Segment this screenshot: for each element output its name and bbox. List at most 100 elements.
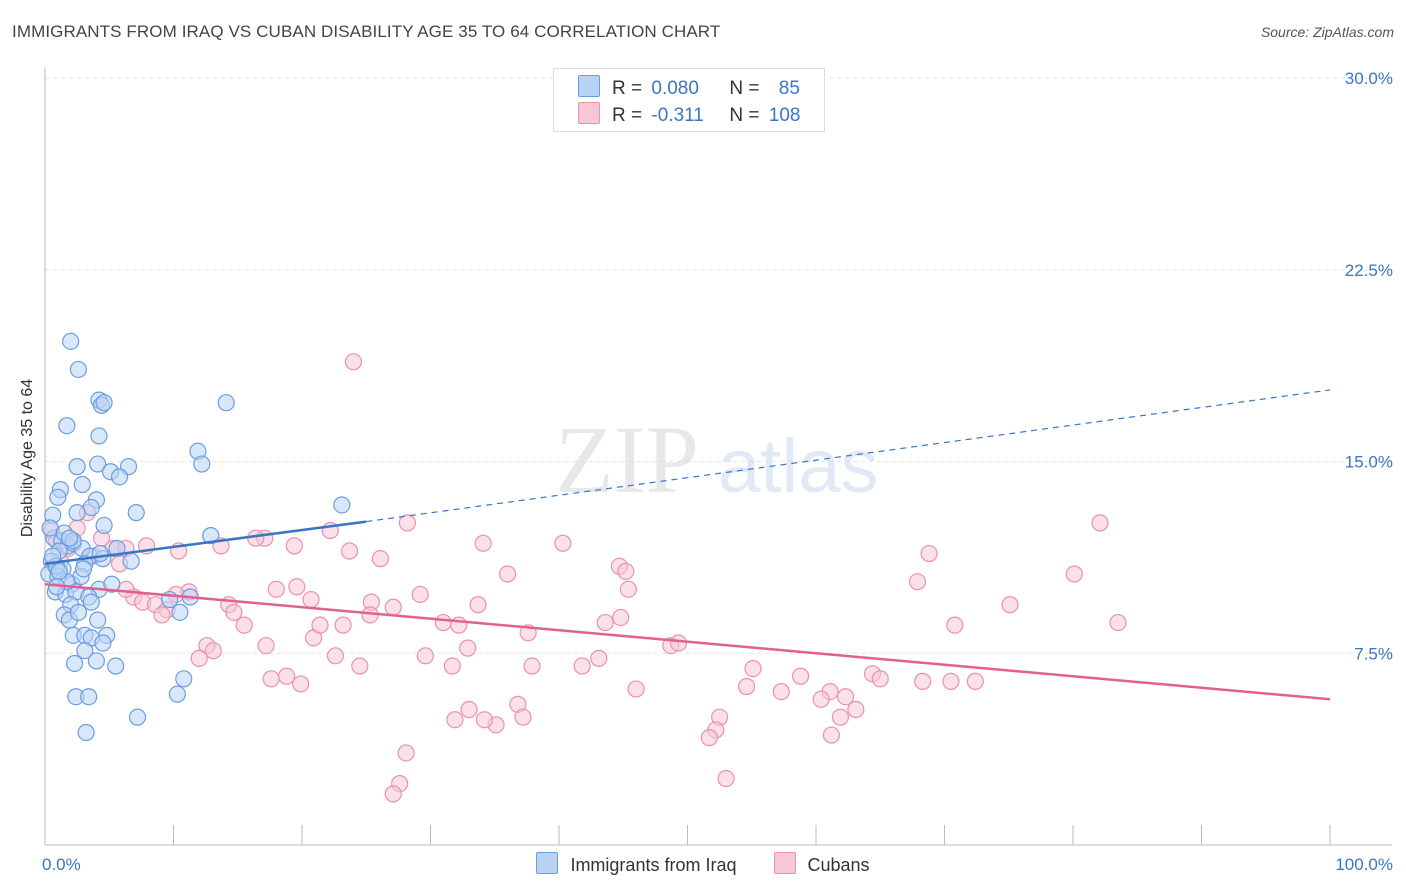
cubans-point-71	[351, 657, 369, 675]
cubans-point-45	[411, 585, 429, 604]
iraq-point-23	[333, 496, 351, 514]
iraq-point-70	[202, 527, 220, 545]
iraq-point-9	[193, 455, 211, 473]
cubans-point-106	[554, 534, 572, 552]
cubans-point-22	[499, 565, 517, 583]
correlation-legend: R = 0.080 N = 85 R = -0.311 N = 108	[553, 68, 825, 132]
chart-source: Source: ZipAtlas.com	[1260, 24, 1394, 40]
iraq-point-64	[175, 670, 193, 688]
grid-lines	[45, 77, 1392, 654]
legend-n-value-2: 108	[768, 105, 801, 126]
cubans-point-104	[153, 606, 171, 624]
iraq-point-6	[58, 417, 76, 435]
cubans-point-84	[966, 672, 984, 690]
axes	[44, 68, 1392, 846]
cubans-point-73	[277, 667, 296, 685]
iraq-point-81	[60, 529, 79, 547]
cubans-point-76	[627, 680, 645, 698]
iraq-point-20	[127, 504, 145, 522]
cubans-point-100	[397, 744, 415, 762]
cubans-point-63	[416, 647, 434, 665]
cubans-point-56	[311, 616, 329, 634]
cubans-point-58	[190, 649, 208, 667]
iraq-point-11	[89, 455, 107, 473]
iraq-point-62	[65, 654, 84, 673]
cubans-point-70	[669, 634, 688, 652]
legend-r-label-1: R =	[612, 78, 643, 99]
cubans-point-91	[514, 708, 532, 726]
legend-n-value-1: 85	[778, 78, 800, 99]
cubans-point-62	[334, 616, 352, 634]
cubans-point-0	[344, 353, 362, 371]
iraq-point-63	[107, 657, 125, 675]
iraq-point-76	[108, 539, 126, 558]
cubans-point-98	[822, 726, 841, 744]
legend-icon-iraq	[536, 852, 559, 874]
legend-label-cubans: Cubans	[807, 855, 870, 875]
legend-item-cubans[interactable]: Cubans	[773, 852, 870, 876]
iraq-point-80	[44, 547, 62, 565]
legend-swatch-blue	[578, 75, 600, 97]
iraq-point-83	[69, 603, 88, 621]
cubans-point-68	[590, 649, 608, 667]
iraq-point-7	[90, 427, 108, 445]
legend-r-value-2: -0.311	[651, 105, 704, 126]
cubans-point-81	[871, 670, 889, 688]
cubans-point-82	[914, 672, 932, 690]
watermark-zip: ZIP	[555, 406, 699, 513]
cubans-point-65	[459, 639, 477, 657]
cubans-point-24	[617, 562, 635, 581]
legend-row-cubans: R = -0.311 N = 108	[578, 102, 800, 127]
y-axis-label: Disability Age 35 to 64	[19, 379, 36, 537]
cubans-point-95	[446, 711, 464, 729]
cubans-point-29	[619, 580, 637, 598]
cubans-point-94	[475, 711, 494, 729]
tick-labels: 7.5% 15.0% 22.5% 30.0% 0.0% 100.0%	[42, 69, 1393, 874]
y-tick-label-3: 30.0%	[1345, 69, 1393, 88]
cubans-point-26	[1091, 514, 1109, 532]
iraq-point-5	[217, 394, 235, 412]
cubans-point-52	[1001, 596, 1019, 614]
cubans-point-97	[700, 729, 718, 747]
cubans-point-20	[398, 514, 416, 532]
legend-n-label-1: N =	[729, 78, 760, 99]
cubans-point-21	[474, 534, 492, 552]
cubans-point-27	[1065, 565, 1083, 583]
iraq-point-42	[103, 575, 121, 593]
cubans-point-40	[235, 616, 253, 634]
cubans-point-47	[434, 613, 452, 632]
cubans-point-32	[288, 578, 306, 596]
cubans-point-25	[920, 544, 938, 563]
legend-row-iraq: R = 0.080 N = 85	[578, 75, 800, 100]
cubans-point-31	[267, 580, 285, 598]
cubans-point-99	[831, 708, 850, 726]
iraq-point-67	[168, 685, 186, 703]
cubans-point-79	[791, 667, 810, 685]
cubans-point-105	[247, 529, 265, 547]
iraq-point-53	[89, 611, 107, 629]
cubans-point-67	[573, 657, 591, 675]
cubans-point-53	[1109, 613, 1127, 632]
iraq-point-66	[80, 688, 98, 706]
iraq-point-0	[62, 332, 80, 350]
watermark: ZIP atlas	[555, 406, 879, 513]
cubans-point-28	[908, 573, 927, 591]
cubans-point-77	[744, 659, 762, 678]
cubans-point-19	[371, 550, 389, 568]
iraq-trend-extension	[366, 389, 1331, 523]
cubans-point-16	[285, 537, 303, 555]
chart-title: IMMIGRANTS FROM IRAQ VS CUBAN DISABILITY…	[12, 22, 721, 41]
x-tick-label-max: 100.0%	[1335, 855, 1393, 874]
iraq-point-22	[68, 504, 86, 522]
legend-item-iraq[interactable]: Immigrants from Iraq	[536, 852, 736, 876]
cubans-point-89	[812, 690, 830, 708]
iraq-point-37	[122, 552, 140, 570]
cubans-point-66	[523, 657, 541, 675]
watermark-atlas: atlas	[718, 424, 879, 509]
iraq-point-16	[73, 475, 91, 494]
cubans-trend-line	[44, 582, 1331, 701]
cubans-point-93	[460, 700, 478, 719]
iraq-point-68	[128, 708, 147, 726]
legend-r-label-2: R =	[612, 105, 643, 126]
